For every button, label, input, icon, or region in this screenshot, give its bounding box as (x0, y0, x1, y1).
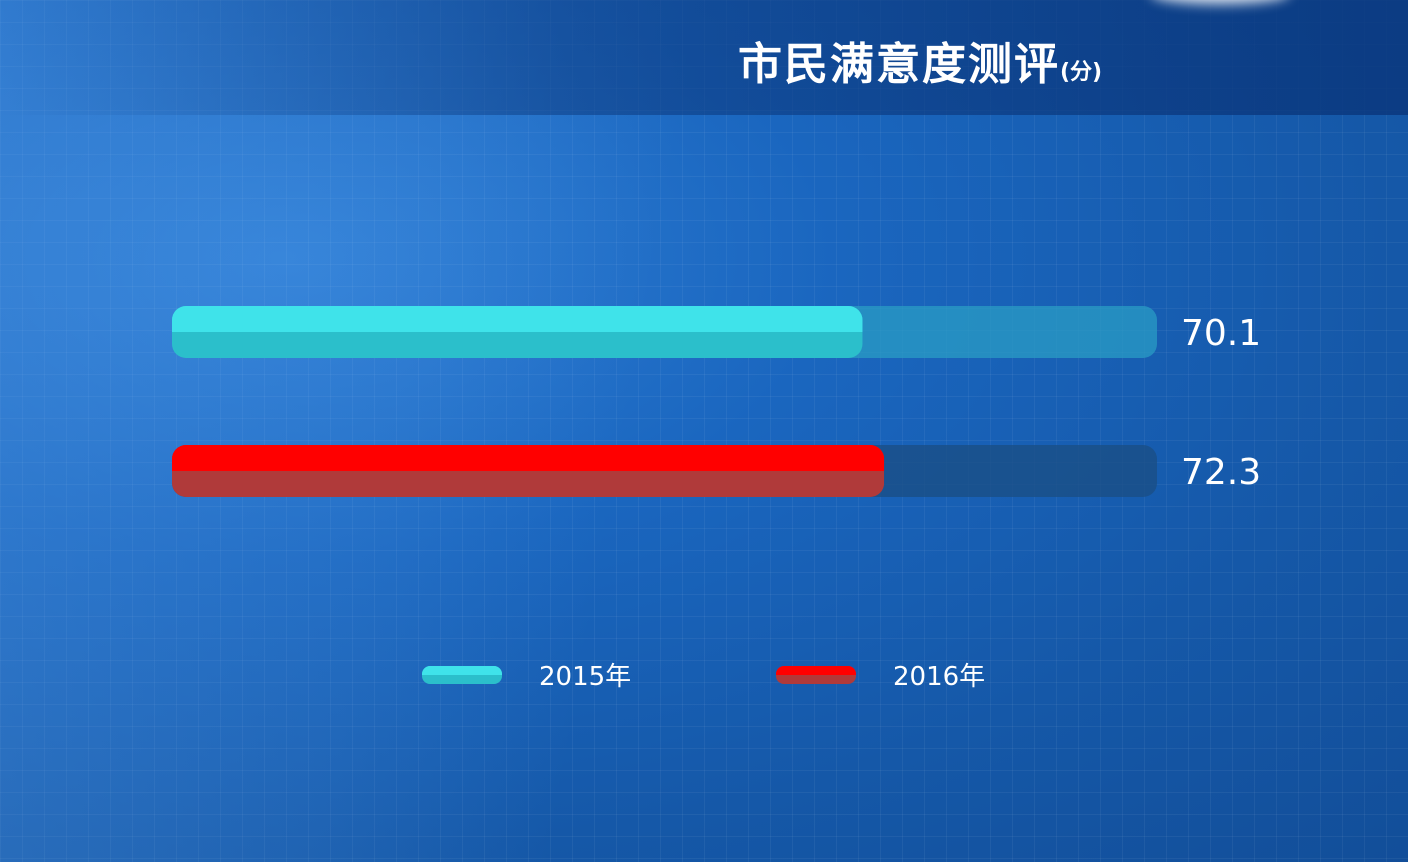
legend-item-1: 2015年 (422, 662, 631, 692)
data-label: 70.1 (1181, 313, 1261, 354)
bar-fill-upper (172, 445, 884, 471)
legend-label: 2016年 (893, 662, 985, 692)
bar-2016年 (172, 445, 884, 497)
legend-label: 2015年 (539, 662, 631, 692)
legend-item-2: 2016年 (776, 662, 985, 692)
data-label: 72.3 (1181, 452, 1261, 493)
legend: 2015年 2016年 (422, 662, 985, 692)
bars-group: 70.1 72.3 (172, 306, 1261, 497)
bar-fill-upper (172, 306, 862, 332)
bar-row-2: 72.3 (172, 445, 1261, 497)
legend-swatch (776, 666, 856, 684)
bar-2015年 (172, 306, 862, 358)
bar-row-1: 70.1 (172, 306, 1261, 358)
legend-swatch (422, 666, 502, 684)
